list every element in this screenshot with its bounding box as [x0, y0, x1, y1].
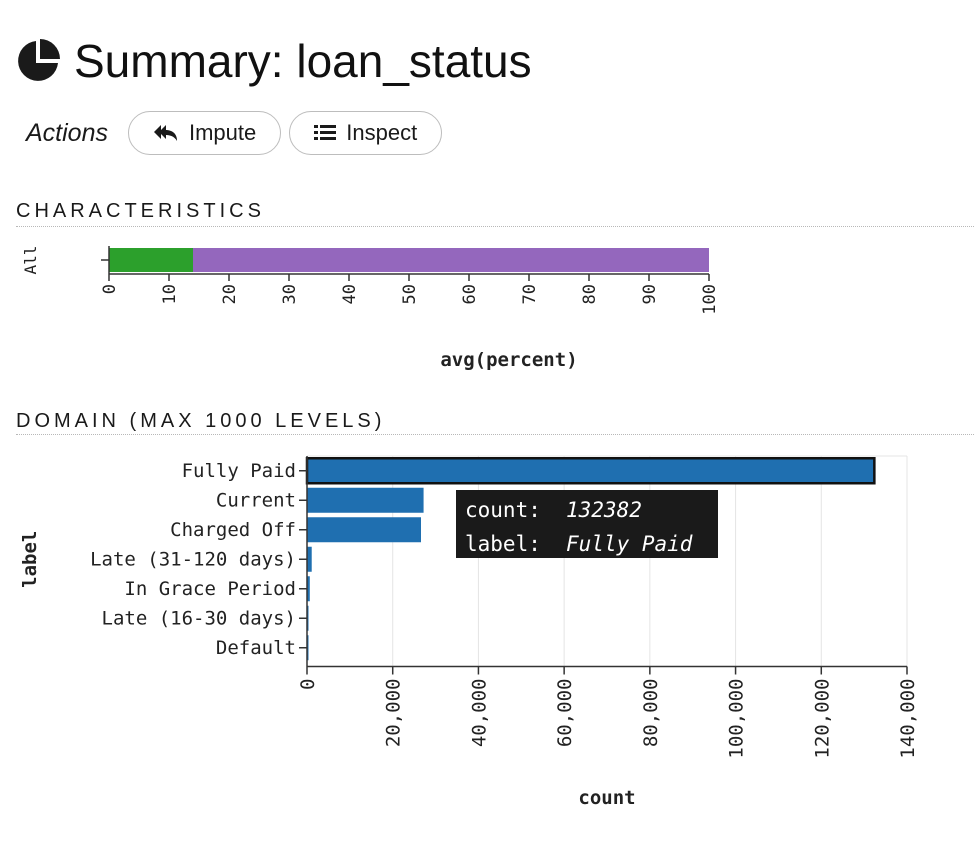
x-tick-label: 100	[700, 284, 720, 315]
x-tick-label: 10	[160, 284, 180, 304]
x-tick-label: 90	[640, 284, 660, 304]
x-axis-title: avg(percent)	[440, 349, 577, 371]
bar	[307, 517, 421, 543]
inspect-button[interactable]: Inspect	[289, 111, 443, 155]
actions-label: Actions	[26, 118, 108, 147]
x-tick-label: 0	[100, 284, 120, 294]
domain-chart: Fully Paid Current Charged Off Late (31-120…	[19, 455, 919, 809]
tooltip: count: 132382 label: Fully Paid	[456, 490, 718, 558]
page-title: Summary: loan_status	[74, 35, 532, 87]
domain-divider	[16, 434, 974, 435]
x-tick-label: 60	[460, 284, 480, 304]
category-label: Default	[216, 637, 296, 659]
x-tick-label: 140,000	[897, 679, 919, 759]
y-axis-title: label	[19, 531, 41, 588]
category-label: In Grace Period	[124, 578, 296, 600]
x-tick-label: 120,000	[811, 679, 833, 759]
bar	[307, 546, 312, 572]
bar	[307, 576, 310, 602]
characteristics-divider	[16, 226, 974, 227]
x-tick-label: 50	[400, 284, 420, 304]
x-tick-label: 80	[580, 284, 600, 304]
characteristics-title: CHARACTERISTICS	[16, 200, 265, 222]
x-tick-label: 40,000	[468, 679, 490, 748]
page-header: Summary: loan_status	[14, 30, 532, 92]
x-tick-label: 20	[220, 284, 240, 304]
domain-title: DOMAIN (MAX 1000 LEVELS)	[16, 410, 386, 432]
category-label: Charged Off	[170, 519, 296, 541]
category-label: All	[21, 246, 40, 275]
category-label: Fully Paid	[182, 460, 296, 482]
x-tick-label: 0	[297, 679, 319, 690]
x-tick-label: 70	[520, 284, 540, 304]
inspect-button-label: Inspect	[346, 120, 418, 145]
bar-segment	[109, 248, 193, 272]
x-tick-label: 80,000	[640, 679, 662, 748]
actions-bar: Actions Impute Inspect	[26, 110, 450, 156]
tooltip-count-key: count:	[465, 498, 541, 522]
reply-arrow-icon	[153, 125, 177, 141]
x-tick-label: 100,000	[726, 679, 748, 759]
tooltip-label-key: label:	[465, 532, 541, 556]
impute-button[interactable]: Impute	[127, 111, 282, 155]
category-label: Late (16-30 days)	[102, 607, 296, 629]
x-tick-label: 30	[280, 284, 300, 304]
bar	[307, 487, 424, 513]
x-tick-label: 40	[340, 284, 360, 304]
tooltip-background	[456, 490, 718, 558]
bar-segment	[193, 248, 709, 272]
bar	[305, 457, 876, 485]
tooltip-label-value: Fully Paid	[566, 532, 693, 556]
category-label: Current	[216, 489, 296, 511]
x-tick-label: 60,000	[554, 679, 576, 748]
x-axis-title: count	[578, 787, 635, 809]
tooltip-count-value: 132382	[566, 498, 642, 522]
characteristics-chart: All 0 10 20 30 40 50 60 70 80 90 100 avg(percent)	[21, 246, 720, 371]
x-tick-label: 20,000	[383, 679, 405, 748]
category-label: Late (31-120 days)	[90, 548, 296, 570]
pie-chart-icon	[18, 39, 60, 81]
impute-button-label: Impute	[188, 120, 257, 145]
list-icon	[314, 125, 337, 140]
